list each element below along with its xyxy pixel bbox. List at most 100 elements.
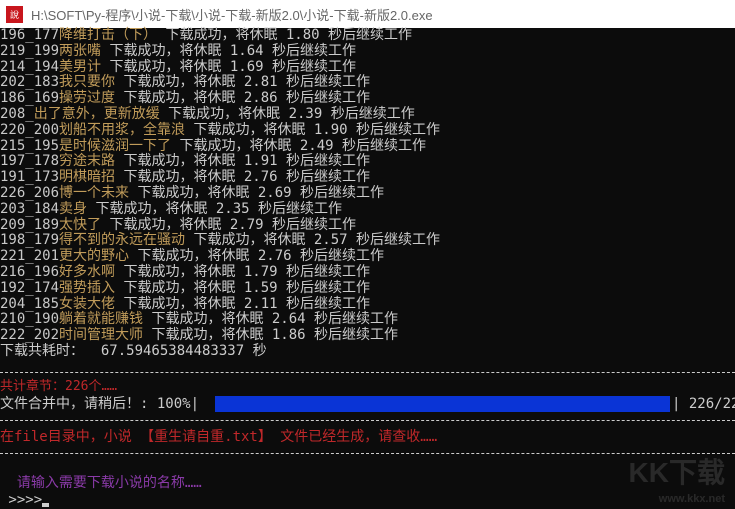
chapter-name: 卖身 <box>59 200 88 217</box>
total-time: 下载共耗时： 67.59465384483337 秒 <box>0 342 267 359</box>
status-message: 下载成功，将休眠 2.57 秒后继续工作 <box>185 232 441 249</box>
chapter-id: 198_179 <box>0 232 60 249</box>
chapter-id: 210_190 <box>0 311 60 328</box>
log-line: 210_190躺着就能赚钱 下载成功，将休眠 2.64 秒后继续工作 <box>0 311 735 328</box>
chapter-name: 是时候滋润一下了 <box>59 137 172 154</box>
status-message: 下载成功，将休眠 1.80 秒后继续工作 <box>157 27 413 43</box>
status-message: 下载成功，将休眠 1.86 秒后继续工作 <box>143 327 399 344</box>
chapter-name: 博一个未来 <box>59 184 130 201</box>
log-line: 216_196好多水啊 下载成功，将休眠 1.79 秒后继续工作 <box>0 263 735 281</box>
progress-bar <box>215 396 670 412</box>
chapter-id: 216_196 <box>0 263 60 280</box>
chapter-id: 214_194 <box>0 58 60 75</box>
chapter-name: 更大的野心 <box>59 248 130 265</box>
log-line: 196_177降维打击（下） 下载成功，将休眠 1.80 秒后继续工作 <box>0 27 735 44</box>
chapter-name: 两张嘴 <box>59 42 102 59</box>
status-message: 下载成功，将休眠 2.86 秒后继续工作 <box>115 90 371 107</box>
status-message: 下载成功，将休眠 2.76 秒后继续工作 <box>115 169 371 186</box>
status-message: 下载成功，将休眠 2.35 秒后继续工作 <box>87 200 343 217</box>
divider <box>0 453 735 454</box>
log-line: 186_169操劳过度 下载成功，将休眠 2.86 秒后继续工作 <box>0 90 735 107</box>
log-line: 209_189太快了 下载成功，将休眠 2.79 秒后继续工作 <box>0 216 735 234</box>
divider <box>0 372 735 373</box>
progress-label: 文件合并中，请稍后！: 100%| <box>0 396 200 412</box>
log-line: 221_201更大的野心 下载成功，将休眠 2.76 秒后继续工作 <box>0 248 735 265</box>
status-message: 下载成功，将休眠 1.64 秒后继续工作 <box>101 42 357 59</box>
log-line: 192_174强势插入 下载成功，将休眠 1.59 秒后继续工作 <box>0 279 735 297</box>
input-prompt-message: 请输入需要下载小说的名称…… <box>0 475 202 491</box>
chapter-id: 209_189 <box>0 216 60 233</box>
chapter-name: 时间管理大师 <box>59 327 144 344</box>
status-message: 下载成功，将休眠 2.39 秒后继续工作 <box>159 105 415 122</box>
chapter-id: 221_201 <box>0 248 60 265</box>
chapter-name: 强势插入 <box>59 279 116 296</box>
status-message: 下载成功，将休眠 2.76 秒后继续工作 <box>129 248 385 265</box>
chapter-name: 好多水啊 <box>59 263 116 280</box>
chapter-id: 226_206 <box>0 184 60 201</box>
status-message: 下载成功，将休眠 1.91 秒后继续工作 <box>115 153 371 170</box>
log-line: 203_184卖身 下载成功，将休眠 2.35 秒后继续工作 <box>0 200 735 218</box>
status-message: 下载成功，将休眠 2.49 秒后继续工作 <box>171 137 427 154</box>
log-line: 226_206博一个未来 下载成功，将休眠 2.69 秒后继续工作 <box>0 184 735 202</box>
watermark-logo: KK下载 <box>628 457 725 488</box>
chapter-name: 我只要你 <box>59 74 116 91</box>
status-message: 下载成功，将休眠 2.81 秒后继续工作 <box>115 74 371 91</box>
divider <box>0 420 735 421</box>
chapter-name: 得不到的永远在骚动 <box>59 232 186 249</box>
chapter-name: 穷途末路 <box>59 153 116 170</box>
window-title: H:\SOFT\Py-程序\小说-下载\小说-下载-新版2.0\小说-下载-新版… <box>31 7 433 23</box>
chapter-name: 出了意外，更新放缓 <box>33 105 160 122</box>
status-message: 下载成功，将休眠 2.79 秒后继续工作 <box>101 216 357 233</box>
log-line: 219_199两张嘴 下载成功，将休眠 1.64 秒后继续工作 <box>0 42 735 60</box>
log-line: 208_出了意外，更新放缓 下载成功，将休眠 2.39 秒后继续工作 <box>0 105 735 123</box>
input-prompt[interactable]: >>>> <box>0 492 50 508</box>
chapter-name: 躺着就能赚钱 <box>59 311 144 328</box>
chapter-id: 204_185 <box>0 295 60 312</box>
file-generated-message: 在file目录中，小说 【重生请自重.txt】 文件已经生成，请查收…… <box>0 429 438 445</box>
status-message: 下载成功，将休眠 1.69 秒后继续工作 <box>101 58 357 75</box>
status-message: 下载成功，将休眠 2.69 秒后继续工作 <box>129 184 385 201</box>
status-message: 下载成功，将休眠 1.79 秒后继续工作 <box>115 263 371 280</box>
status-message: 下载成功，将休眠 1.90 秒后继续工作 <box>185 121 441 138</box>
watermark-url: www.kkx.net <box>658 493 725 505</box>
progress-count: | 226/22 <box>672 396 735 412</box>
chapter-id: 192_174 <box>0 279 60 296</box>
chapter-id: 222_202 <box>0 327 60 344</box>
download-log: 196_177降维打击（下） 下载成功，将休眠 1.80 秒后继续工作 219_1… <box>0 27 735 344</box>
log-line: 215_195是时候滋润一下了 下载成功，将休眠 2.49 秒后继续工作 <box>0 137 735 155</box>
log-line: 222_202时间管理大师 下载成功，将休眠 1.86 秒后继续工作 <box>0 327 735 344</box>
chapter-id: 220_200 <box>0 121 60 138</box>
log-line: 191_173明棋暗招 下载成功，将休眠 2.76 秒后继续工作 <box>0 169 735 186</box>
chapter-name: 降维打击（下） <box>59 27 158 43</box>
status-message: 下载成功，将休眠 1.59 秒后继续工作 <box>115 279 371 296</box>
log-line: 198_179得不到的永远在骚动 下载成功，将休眠 2.57 秒后继续工作 <box>0 232 735 249</box>
app-seal-icon: 說 <box>6 5 23 23</box>
chapter-name: 太快了 <box>59 216 102 233</box>
chapter-id: 203_184 <box>0 200 60 217</box>
chapter-id: 186_169 <box>0 90 60 107</box>
title-bar: 說 H:\SOFT\Py-程序\小说-下载\小说-下载-新版2.0\小说-下载-… <box>0 0 735 28</box>
console-output: 196_177降维打击（下） 下载成功，将休眠 1.80 秒后继续工作 219_1… <box>0 27 735 360</box>
log-line: 202_183我只要你 下载成功，将休眠 2.81 秒后继续工作 <box>0 74 735 91</box>
chapter-id: 219_199 <box>0 42 60 59</box>
chapter-id: 197_178 <box>0 153 60 170</box>
prompt-symbol: >>>> <box>0 492 43 508</box>
chapter-id: 208_ <box>0 105 34 122</box>
chapter-id: 191_173 <box>0 169 60 186</box>
chapter-id: 215_195 <box>0 137 60 154</box>
chapter-name: 操劳过度 <box>59 90 116 107</box>
log-line: 204_185女装大佬 下载成功，将休眠 2.11 秒后继续工作 <box>0 295 735 313</box>
log-line: 197_178穷途末路 下载成功，将休眠 1.91 秒后继续工作 <box>0 153 735 170</box>
chapter-id: 202_183 <box>0 74 60 91</box>
chapter-name: 美男计 <box>59 58 102 75</box>
log-line: 220_200划船不用浆，全靠浪 下载成功，将休眠 1.90 秒后继续工作 <box>0 121 735 139</box>
chapter-count: 共计章节：226个…… <box>0 379 118 394</box>
chapter-name: 女装大佬 <box>59 295 116 312</box>
status-message: 下载成功，将休眠 2.11 秒后继续工作 <box>115 295 371 312</box>
status-message: 下载成功，将休眠 2.64 秒后继续工作 <box>143 311 399 328</box>
chapter-name: 划船不用浆，全靠浪 <box>59 121 186 138</box>
chapter-id: 196_177 <box>0 27 60 43</box>
chapter-name: 明棋暗招 <box>59 169 116 186</box>
log-line: 214_194美男计 下载成功，将休眠 1.69 秒后继续工作 <box>0 58 735 76</box>
cursor <box>42 503 50 507</box>
